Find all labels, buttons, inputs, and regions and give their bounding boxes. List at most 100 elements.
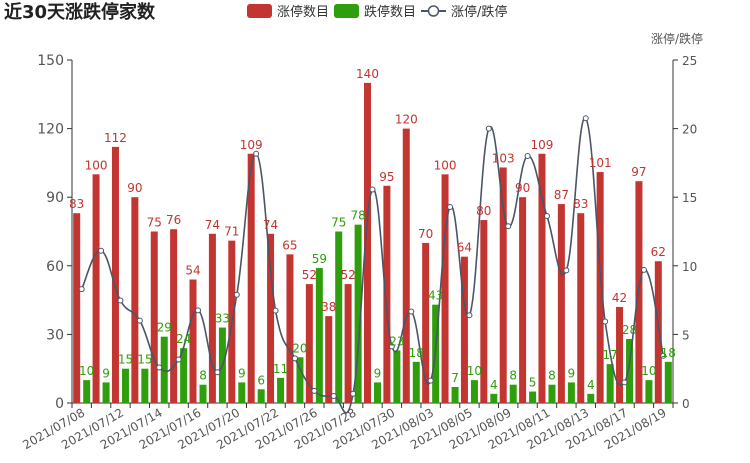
bar-down (509, 384, 517, 403)
ratio-point (543, 212, 550, 219)
bar-up-label: 74 (205, 218, 220, 232)
ratio-point (485, 125, 492, 132)
bar-down-label: 10 (79, 364, 94, 378)
bar-down (645, 380, 653, 403)
bar-down-label: 7 (451, 371, 459, 385)
bar-down-label: 9 (102, 366, 110, 380)
ratio-point (563, 267, 570, 274)
bar-up-label: 140 (356, 67, 379, 81)
bar-up-label: 90 (127, 181, 142, 195)
bar-down (180, 348, 188, 403)
bar-up-label: 95 (379, 170, 394, 184)
bar-up (189, 279, 197, 403)
bar-up (92, 174, 100, 403)
legend-swatch-marker (427, 5, 440, 17)
bar-down (83, 380, 91, 403)
bar-down (664, 361, 672, 403)
ratio-point (621, 379, 628, 386)
y-tick-label: 30 (46, 327, 64, 343)
ratio-point (330, 393, 337, 400)
ratio-point (156, 364, 163, 371)
y2-tick-label: 5 (682, 328, 690, 342)
bar-up-label: 42 (612, 291, 627, 305)
bar-down (374, 382, 381, 403)
bar-up-label: 83 (573, 197, 588, 211)
ratio-point (117, 297, 124, 304)
bar-up (538, 153, 546, 403)
bar-up-label: 83 (69, 197, 84, 211)
bar-up-label: 101 (589, 156, 612, 170)
bar-up-label: 100 (85, 158, 108, 172)
y2-axis-title: 涨停/跌停 (651, 31, 703, 46)
bar-up-label: 52 (302, 268, 317, 282)
ratio-point (602, 318, 609, 325)
ratio-point (175, 356, 182, 363)
ratio-point (214, 369, 221, 376)
bar-down-label: 5 (529, 376, 537, 390)
bar-down (121, 368, 129, 403)
bar-down-label: 28 (622, 323, 637, 337)
bar-up (557, 204, 565, 403)
ratio-point (524, 153, 531, 160)
bar-up-label: 90 (515, 181, 530, 195)
bar-up (616, 306, 624, 403)
bar-down-label: 20 (292, 341, 307, 355)
bar-down (412, 361, 420, 403)
bar-up (131, 197, 139, 403)
bar-up (441, 174, 449, 403)
y-tick-label: 0 (55, 396, 64, 412)
bar-up-label: 109 (531, 138, 554, 152)
bar-up (150, 231, 158, 403)
bar-up (247, 153, 255, 403)
bars (73, 82, 672, 404)
bar-down (567, 382, 575, 403)
y2-tick-label: 0 (682, 397, 690, 411)
ratio-point (350, 390, 357, 397)
bar-down-label: 24 (176, 332, 191, 346)
bar-up-label: 52 (340, 268, 355, 282)
bar-down (257, 389, 265, 403)
bar-down (490, 393, 498, 403)
bar-up-label: 71 (224, 225, 239, 239)
bar-down-label: 29 (157, 321, 172, 335)
bar-up-label: 120 (395, 113, 418, 127)
bar-down-label: 10 (467, 364, 482, 378)
bar-down-label: 43 (428, 289, 443, 303)
ratio-point (505, 223, 512, 230)
ratio-point (78, 286, 85, 293)
ratio-point (253, 150, 260, 157)
bar-down (393, 350, 401, 403)
bar-up (519, 197, 527, 403)
bar-up-label: 109 (240, 138, 263, 152)
bar-up (577, 213, 585, 403)
legend-label-0: 涨停数目 (277, 4, 329, 20)
bar-up (73, 213, 81, 403)
bar-down-label: 15 (118, 353, 133, 367)
bar-up-label: 74 (263, 218, 278, 232)
bar-down (160, 336, 168, 403)
bar-up (654, 261, 662, 403)
legend: 涨停数目 跌停数目 涨停/跌停 (247, 4, 507, 20)
y2-tick-label: 20 (682, 123, 697, 137)
ratio-point (136, 317, 143, 324)
bar-up (286, 254, 294, 403)
y-tick-label: 60 (46, 259, 64, 275)
bar-down (141, 368, 149, 403)
bar-down-label: 18 (661, 346, 676, 360)
bar-up-label: 38 (321, 300, 336, 314)
bar-down-label: 8 (199, 369, 207, 383)
bar-down (626, 338, 634, 403)
ratio-point (640, 266, 647, 273)
y2-tick-label: 25 (682, 54, 697, 68)
bar-up (596, 172, 604, 403)
bar-down (587, 393, 595, 403)
bar-down-label: 8 (509, 369, 517, 383)
bar-up-label: 80 (476, 204, 491, 218)
y2-tick-label: 15 (682, 191, 697, 205)
ratio-point (388, 343, 395, 350)
bar-up-label: 87 (554, 188, 569, 202)
bar-down (335, 231, 343, 403)
ratio-point (582, 115, 589, 122)
legend-label-2: 涨停/跌停 (451, 4, 507, 20)
